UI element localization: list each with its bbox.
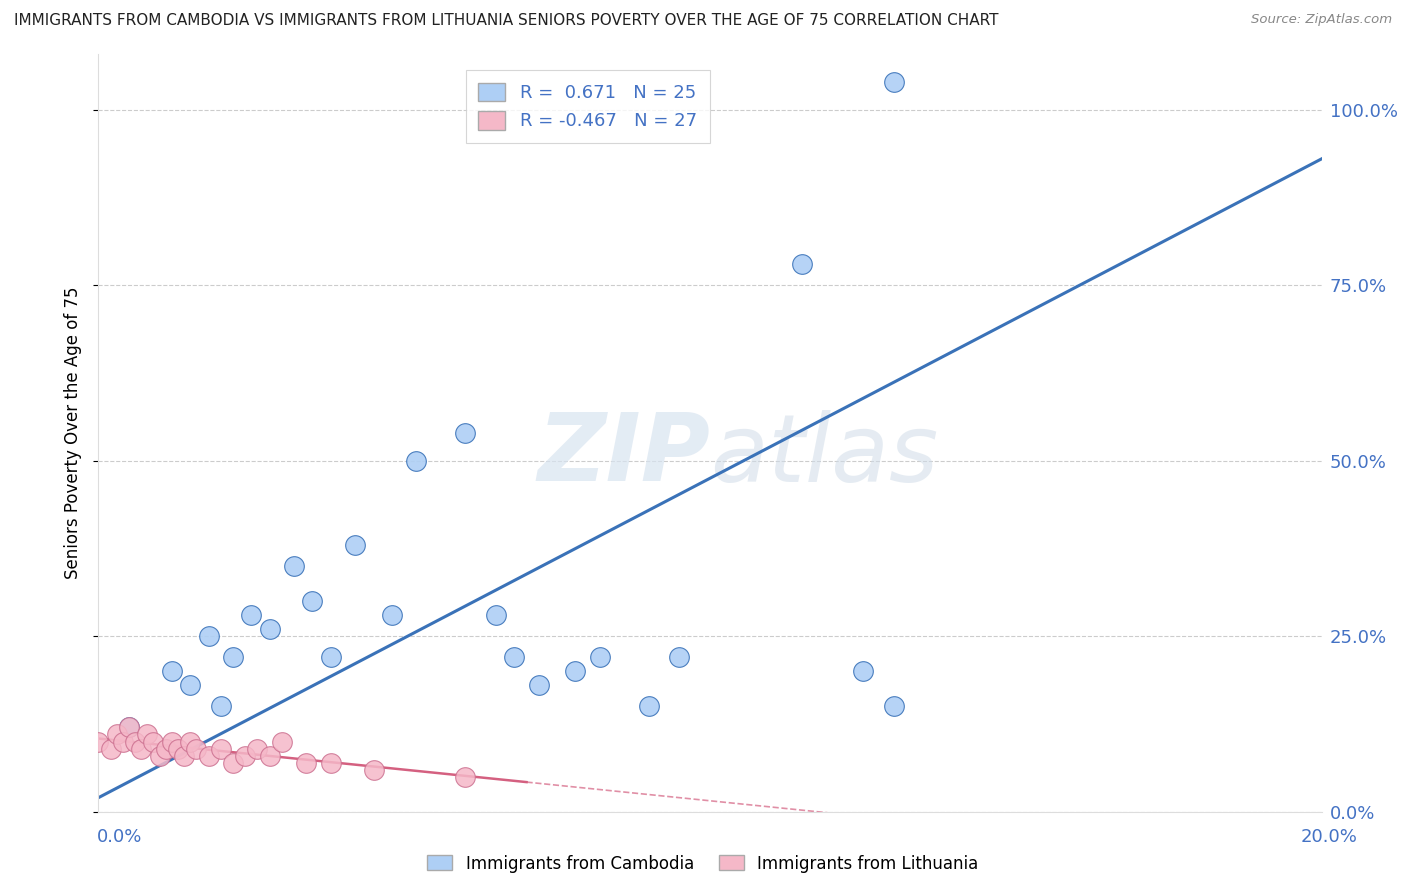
Point	[173, 748, 195, 763]
Point	[527, 678, 550, 692]
Point	[295, 756, 318, 770]
Point	[233, 748, 256, 763]
Point	[209, 699, 232, 714]
Point	[637, 699, 661, 714]
Point	[564, 665, 586, 679]
Y-axis label: Seniors Poverty Over the Age of 75: Seniors Poverty Over the Age of 75	[65, 286, 83, 579]
Point	[222, 756, 245, 770]
Point	[259, 748, 281, 763]
Point	[142, 734, 165, 748]
Point	[790, 257, 813, 271]
Point	[179, 678, 201, 692]
Point	[129, 741, 152, 756]
Point	[118, 721, 141, 735]
Point	[197, 629, 219, 643]
Point	[100, 741, 122, 756]
Point	[589, 650, 612, 665]
Text: 0.0%: 0.0%	[97, 828, 142, 846]
Point	[160, 734, 183, 748]
Point	[381, 608, 404, 623]
Point	[197, 748, 219, 763]
Point	[363, 763, 385, 777]
Text: Source: ZipAtlas.com: Source: ZipAtlas.com	[1251, 13, 1392, 27]
Point	[209, 741, 232, 756]
Point	[668, 650, 690, 665]
Point	[105, 727, 128, 741]
Point	[270, 734, 292, 748]
Point	[259, 622, 281, 636]
Point	[883, 699, 905, 714]
Point	[485, 608, 508, 623]
Point	[167, 741, 190, 756]
Point	[136, 727, 159, 741]
Point	[852, 665, 875, 679]
Legend: R =  0.671   N = 25, R = -0.467   N = 27: R = 0.671 N = 25, R = -0.467 N = 27	[465, 70, 710, 143]
Point	[319, 650, 342, 665]
Text: IMMIGRANTS FROM CAMBODIA VS IMMIGRANTS FROM LITHUANIA SENIORS POVERTY OVER THE A: IMMIGRANTS FROM CAMBODIA VS IMMIGRANTS F…	[14, 13, 998, 29]
Point	[149, 748, 172, 763]
Point	[179, 734, 201, 748]
Legend: Immigrants from Cambodia, Immigrants from Lithuania: Immigrants from Cambodia, Immigrants fro…	[420, 848, 986, 880]
Point	[155, 741, 177, 756]
Point	[160, 665, 183, 679]
Point	[118, 721, 141, 735]
Point	[283, 559, 305, 574]
Point	[222, 650, 245, 665]
Point	[240, 608, 263, 623]
Point	[301, 594, 323, 608]
Point	[883, 74, 905, 88]
Text: 20.0%: 20.0%	[1301, 828, 1357, 846]
Point	[503, 650, 526, 665]
Point	[246, 741, 269, 756]
Point	[405, 453, 427, 467]
Point	[124, 734, 146, 748]
Point	[111, 734, 134, 748]
Point	[87, 734, 110, 748]
Point	[344, 538, 367, 552]
Text: atlas: atlas	[710, 409, 938, 501]
Text: ZIP: ZIP	[537, 409, 710, 501]
Point	[186, 741, 208, 756]
Point	[454, 770, 477, 784]
Point	[319, 756, 342, 770]
Point	[454, 425, 477, 440]
